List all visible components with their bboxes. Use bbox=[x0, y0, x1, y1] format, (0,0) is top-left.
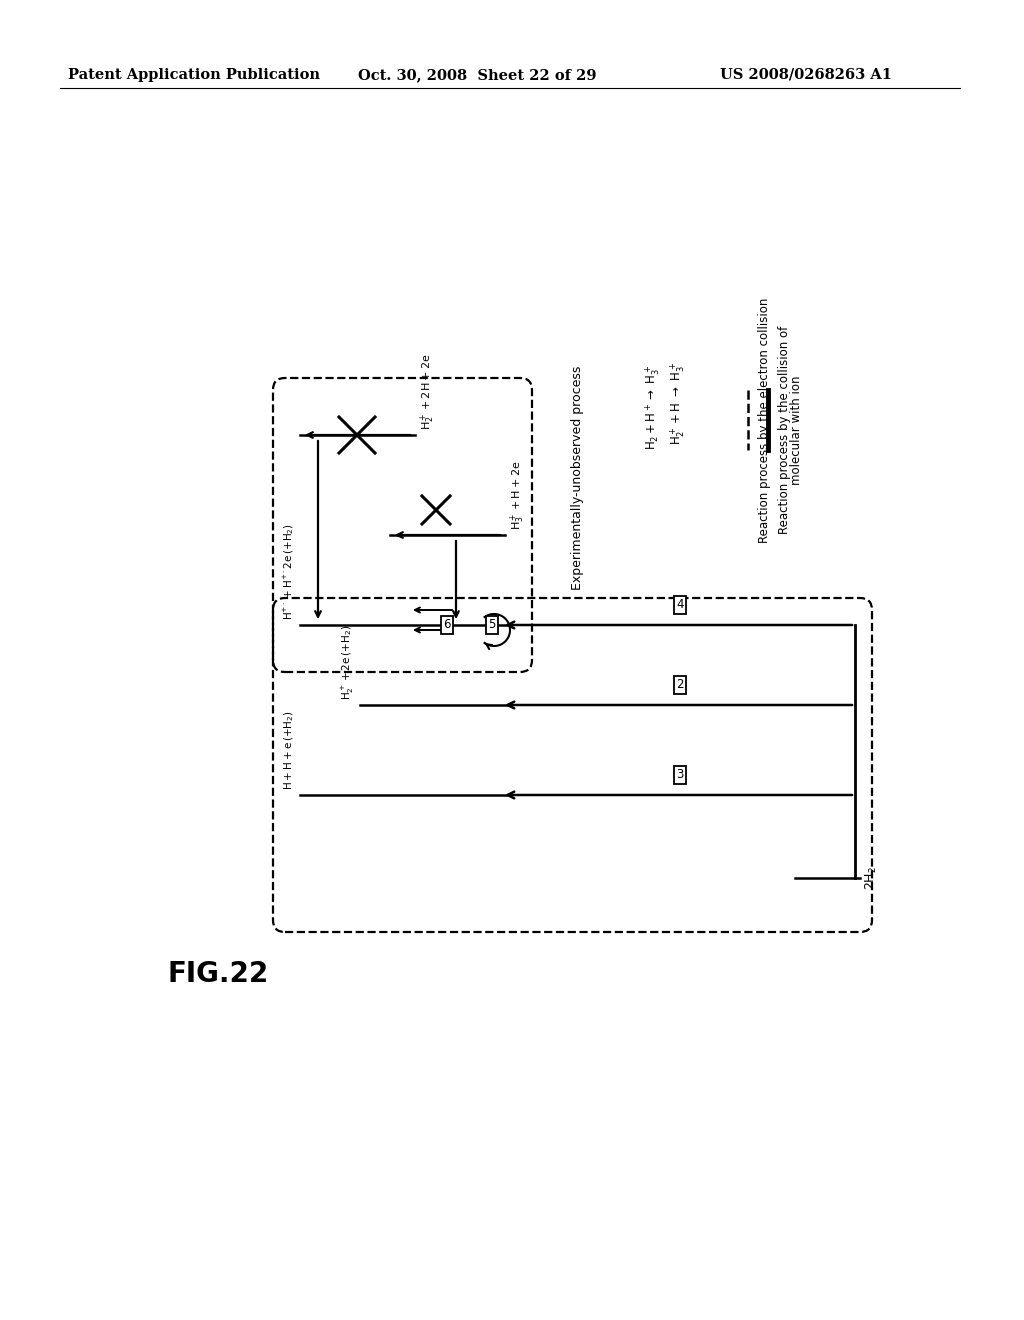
Text: 4: 4 bbox=[676, 598, 684, 611]
Text: Experimentally-unobserved process: Experimentally-unobserved process bbox=[571, 366, 585, 590]
Text: $\mathsf{H + H + e\,(+H_2)}$: $\mathsf{H + H + e\,(+H_2)}$ bbox=[283, 710, 296, 789]
Text: $\mathsf{H_2 + H^+ \rightarrow\ H_3^+}$: $\mathsf{H_2 + H^+ \rightarrow\ H_3^+}$ bbox=[644, 364, 663, 450]
Text: US 2008/0268263 A1: US 2008/0268263 A1 bbox=[720, 69, 892, 82]
Text: $\mathsf{H_2^+ + H\ \rightarrow\ H_3^+}$: $\mathsf{H_2^+ + H\ \rightarrow\ H_3^+}$ bbox=[669, 362, 687, 445]
Text: $\mathsf{H_2^+ + 2H + 2e}$: $\mathsf{H_2^+ + 2H + 2e}$ bbox=[419, 354, 437, 430]
Text: $\mathsf{2H_2}$: $\mathsf{2H_2}$ bbox=[864, 866, 879, 890]
Text: $\mathsf{H_2^+ + 2e\,(+H_2)}$: $\mathsf{H_2^+ + 2e\,(+H_2)}$ bbox=[340, 624, 356, 700]
Text: Reaction process by the electron collision: Reaction process by the electron collisi… bbox=[758, 297, 771, 543]
Text: 6: 6 bbox=[443, 619, 451, 631]
Text: 2: 2 bbox=[676, 678, 684, 692]
Text: Reaction process by the collision of: Reaction process by the collision of bbox=[778, 326, 791, 535]
Text: $\mathsf{H^{+\cdot}+H^{+\cdot}2e\,(+H_2)}$: $\mathsf{H^{+\cdot}+H^{+\cdot}2e\,(+H_2)… bbox=[282, 523, 296, 620]
Text: molecular with ion: molecular with ion bbox=[790, 375, 803, 484]
Text: Oct. 30, 2008  Sheet 22 of 29: Oct. 30, 2008 Sheet 22 of 29 bbox=[358, 69, 597, 82]
Text: 5: 5 bbox=[488, 619, 496, 631]
Text: FIG.22: FIG.22 bbox=[168, 960, 269, 987]
Text: $\mathsf{H_3^+ + H + 2e}$: $\mathsf{H_3^+ + H + 2e}$ bbox=[509, 461, 527, 531]
Text: 3: 3 bbox=[676, 768, 684, 781]
Text: Patent Application Publication: Patent Application Publication bbox=[68, 69, 319, 82]
